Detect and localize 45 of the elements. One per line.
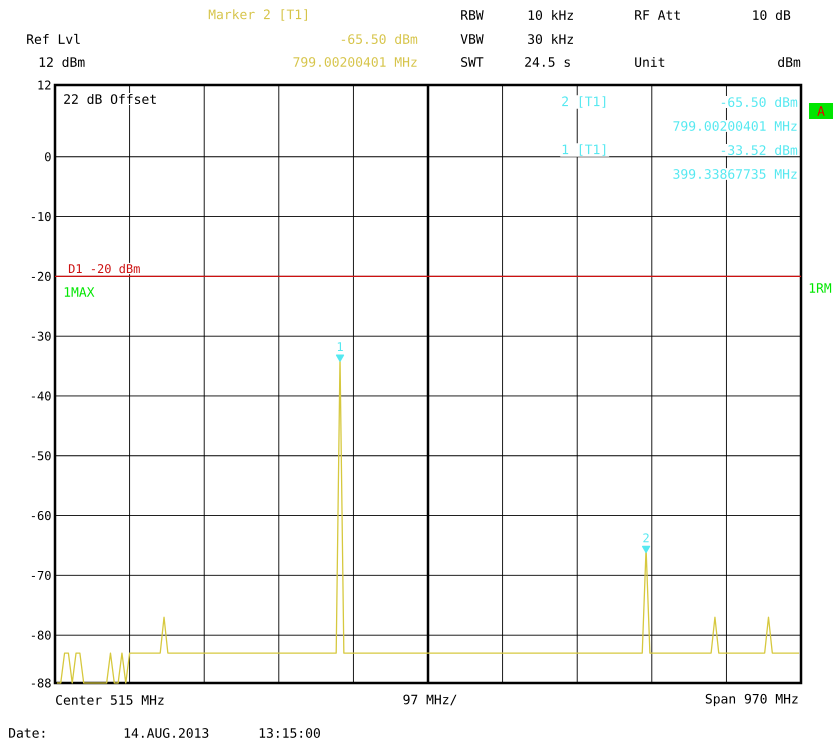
text: RBW bbox=[461, 10, 484, 20]
y-tick-label: -30 bbox=[32, 332, 51, 341]
y-tick-label: -88 bbox=[32, 678, 51, 688]
text: Span 970 MHz bbox=[706, 694, 798, 706]
text: SWT bbox=[461, 57, 484, 67]
annotation: -33.52 dBm bbox=[722, 144, 798, 156]
y-tick-label: -80 bbox=[32, 630, 51, 640]
text: 799.00200401 MHz bbox=[293, 57, 417, 67]
text: Center 515 MHz bbox=[56, 695, 164, 705]
text: A bbox=[817, 106, 825, 116]
y-tick-label: 0 bbox=[45, 152, 51, 162]
text: Ref Lvl bbox=[27, 34, 80, 44]
annotation: 399.33867735 MHz bbox=[673, 169, 797, 179]
y-tick-label: -20 bbox=[32, 272, 51, 281]
text: 1RM bbox=[810, 283, 832, 293]
text: VBW bbox=[460, 34, 484, 44]
text: 14.AUG.2013 bbox=[124, 728, 208, 738]
annotation: 1 [T1] bbox=[562, 144, 606, 156]
text: Unit bbox=[635, 56, 664, 68]
y-tick-label: -40 bbox=[32, 391, 51, 400]
text: 13:15:00 bbox=[260, 728, 320, 738]
text: 24.5 s bbox=[525, 57, 570, 67]
text: -65.50 dBm bbox=[342, 34, 418, 44]
y-tick-label: -60 bbox=[32, 511, 51, 520]
y-tick-label: -50 bbox=[32, 451, 51, 460]
annotation: 2 [T1] bbox=[562, 96, 606, 108]
y-tick-label: 12 bbox=[38, 80, 50, 90]
text: dBm bbox=[778, 56, 800, 68]
annotation: 22 dB Offset bbox=[64, 94, 156, 104]
annotation: 799.00200401 MHz bbox=[673, 121, 797, 131]
annotation: 1MAX bbox=[64, 287, 94, 297]
text: 12 dBm bbox=[40, 56, 85, 68]
text: Date: bbox=[9, 728, 44, 738]
text: 10 kHz bbox=[528, 10, 573, 20]
annotation: 2 bbox=[643, 533, 649, 542]
text: RF Att bbox=[635, 10, 680, 20]
y-tick-label: -10 bbox=[32, 212, 51, 222]
ref-line-label: D1 -20 dBm bbox=[68, 264, 140, 274]
text: Marker 2 [T1] bbox=[208, 9, 308, 21]
annotation: -65.50 dBm bbox=[722, 96, 798, 108]
text: 97 MHz/ bbox=[403, 694, 456, 706]
text: 30 kHz bbox=[528, 34, 573, 44]
annotation: 1 bbox=[338, 342, 343, 351]
text: 10 dB bbox=[753, 10, 790, 20]
y-tick-label: -70 bbox=[32, 570, 51, 580]
